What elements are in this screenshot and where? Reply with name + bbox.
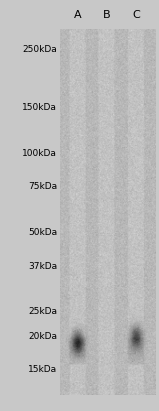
Text: 75kDa: 75kDa	[28, 182, 57, 191]
Text: 50kDa: 50kDa	[28, 228, 57, 237]
Text: 150kDa: 150kDa	[22, 103, 57, 112]
Text: C: C	[132, 9, 140, 20]
Text: 37kDa: 37kDa	[28, 262, 57, 271]
Text: 250kDa: 250kDa	[22, 45, 57, 54]
Text: B: B	[103, 9, 110, 20]
Text: 100kDa: 100kDa	[22, 149, 57, 158]
Text: 15kDa: 15kDa	[28, 365, 57, 374]
Text: 20kDa: 20kDa	[28, 332, 57, 341]
Text: A: A	[74, 9, 82, 20]
Text: 25kDa: 25kDa	[28, 307, 57, 316]
